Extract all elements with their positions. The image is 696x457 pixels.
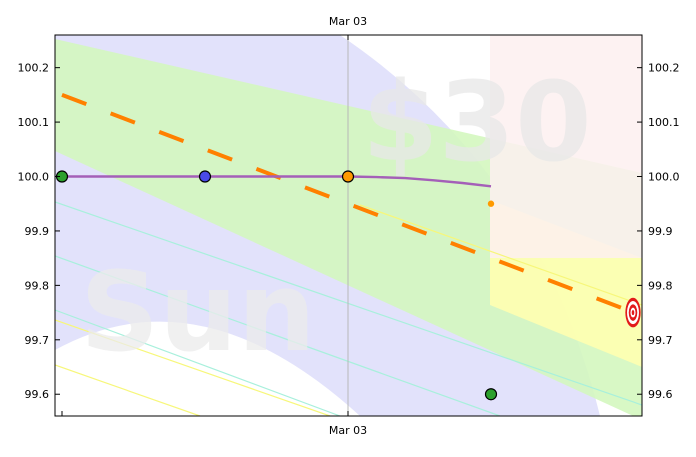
diagonal-line-yellow-1 [55, 319, 331, 416]
y-tick-label-left: 100.2 [18, 62, 50, 75]
y-tick-label-right: 100.0 [648, 171, 680, 184]
y-tick-label-left: 99.6 [25, 388, 50, 401]
y-tick-label-left: 99.7 [25, 334, 50, 347]
y-tick-label-right: 99.7 [648, 334, 673, 347]
data-point-marker [484, 388, 498, 401]
y-tick-label-right: 99.6 [648, 388, 673, 401]
diagonal-line-yellow-3 [359, 204, 642, 306]
y-tick-label-left: 99.8 [25, 279, 50, 292]
diagonal-line-cyan-2 [55, 255, 501, 416]
diagonal-line-yellow-2 [55, 364, 201, 416]
data-point-marker [341, 170, 355, 183]
markers-layer [55, 170, 641, 401]
y-tick-label-left: 99.9 [25, 225, 50, 238]
bottom-x-label: Mar 03 [329, 424, 367, 437]
target-icon [631, 310, 635, 316]
pink-region [490, 35, 642, 258]
y-ticks-left: 100.2 100.1 100.0 99.9 99.8 99.7 99.6 [18, 62, 60, 401]
y-tick-label-right: 100.2 [648, 62, 680, 75]
y-tick-label-right: 100.1 [648, 116, 680, 129]
y-tick-label-right: 99.8 [648, 279, 673, 292]
y-tick-label-left: 100.0 [18, 171, 50, 184]
y-ticks-right: 100.2 100.1 100.0 99.9 99.8 99.7 99.6 [637, 62, 680, 401]
small-point-marker [487, 200, 495, 207]
y-tick-label-left: 100.1 [18, 116, 50, 129]
diagonal-line-cyan-3 [55, 309, 341, 416]
top-x-label: Mar 03 [329, 15, 367, 28]
watermark-sun: Sun [80, 248, 316, 376]
watermark-dollar: $30 [362, 58, 592, 186]
y-tick-label-right: 99.9 [648, 225, 673, 238]
data-point-marker [198, 170, 212, 183]
